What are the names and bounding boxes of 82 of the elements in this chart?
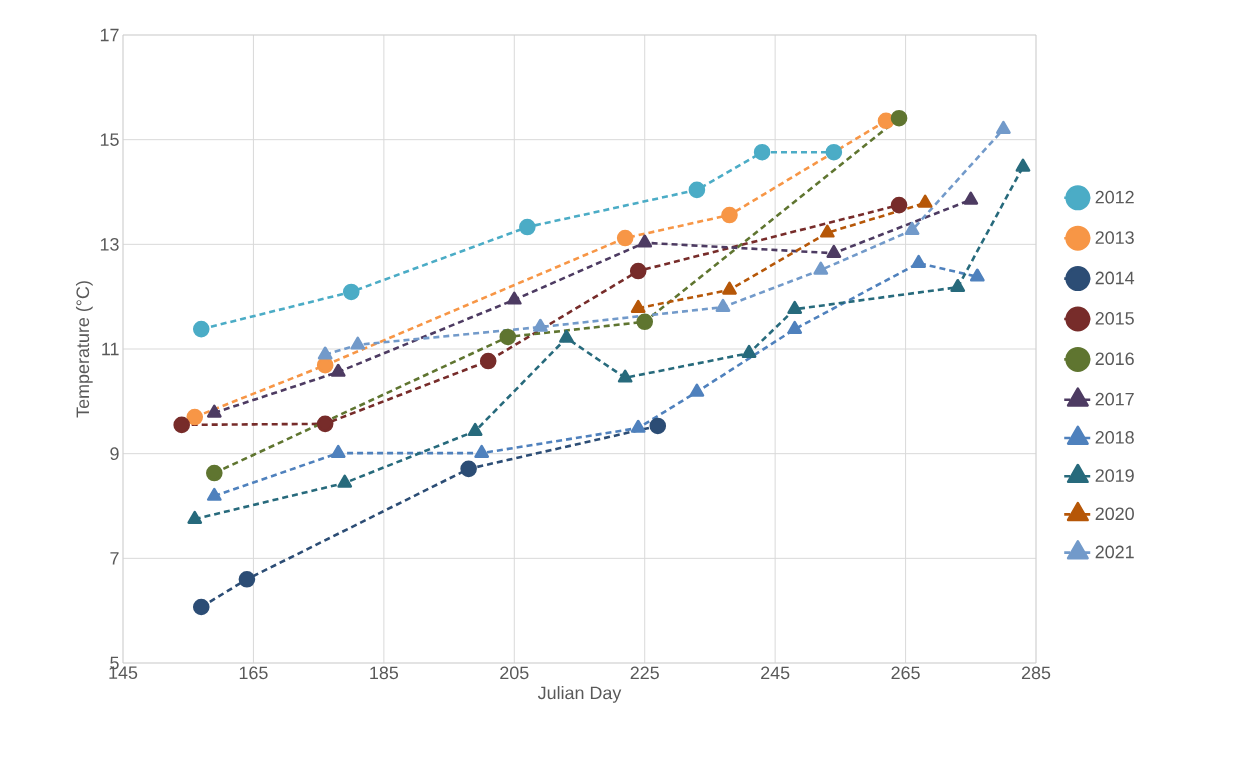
point <box>350 336 366 350</box>
point <box>890 196 908 214</box>
point <box>787 300 803 315</box>
point <box>474 444 490 458</box>
x-tick-label: 225 <box>630 666 659 680</box>
point <box>630 299 646 313</box>
legend-label: 2019 <box>1095 469 1134 482</box>
point <box>238 570 256 588</box>
point <box>533 318 548 332</box>
point <box>192 598 210 616</box>
point <box>330 363 346 377</box>
point <box>192 320 210 338</box>
legend-label: 2016 <box>1095 352 1134 366</box>
x-tick-label: 205 <box>500 666 529 680</box>
point <box>813 261 829 275</box>
x-tick-label: 185 <box>370 666 399 680</box>
x-tick-label: 285 <box>1021 666 1051 680</box>
legend-label: 2017 <box>1095 392 1134 406</box>
legend-label: 2015 <box>1095 312 1134 325</box>
point <box>689 383 705 397</box>
point <box>649 417 667 435</box>
x-axis-title: Julian Day <box>537 686 622 703</box>
point <box>996 120 1011 134</box>
point <box>904 221 920 235</box>
point <box>636 313 654 331</box>
y-tick-label: 7 <box>110 552 119 565</box>
point <box>826 244 842 259</box>
point <box>741 344 757 358</box>
y-tick-label: 9 <box>110 447 119 461</box>
x-tick-label: 245 <box>761 666 790 680</box>
x-tick-label: 265 <box>891 666 920 680</box>
point <box>559 329 574 343</box>
x-tick-label: 165 <box>239 666 268 680</box>
point <box>969 268 985 282</box>
point <box>519 218 536 236</box>
legend-label: 2013 <box>1095 231 1134 244</box>
legend-label: 2018 <box>1095 431 1134 444</box>
point <box>316 415 334 433</box>
y-tick-label: 13 <box>100 237 119 251</box>
point <box>819 224 835 238</box>
point <box>917 194 933 208</box>
point <box>787 320 803 334</box>
point <box>721 206 738 224</box>
point <box>186 408 204 426</box>
point <box>460 460 477 478</box>
point <box>911 254 926 268</box>
point <box>506 291 522 305</box>
point <box>173 416 190 434</box>
point <box>342 283 360 301</box>
point <box>330 444 346 458</box>
point <box>637 234 653 248</box>
point <box>825 143 843 161</box>
point <box>890 109 908 127</box>
point <box>877 112 895 130</box>
point <box>753 143 771 161</box>
point <box>722 281 737 295</box>
point <box>206 404 222 418</box>
point <box>950 278 966 293</box>
y-tick-label: 15 <box>100 133 119 146</box>
point <box>617 369 633 383</box>
legend-label: 2021 <box>1095 545 1134 559</box>
point <box>467 422 483 436</box>
legend-label: 2014 <box>1095 271 1135 285</box>
point <box>337 474 353 488</box>
point <box>963 191 979 205</box>
y-tick-label: 11 <box>102 342 119 356</box>
legend-label: 2020 <box>1095 507 1134 521</box>
point <box>630 419 646 433</box>
point <box>499 328 517 346</box>
point <box>206 464 223 482</box>
point <box>479 352 497 370</box>
point <box>616 229 634 247</box>
point <box>715 298 731 312</box>
point <box>317 346 333 360</box>
point <box>688 181 706 199</box>
y-axis-title: Temperature (°C) <box>75 281 93 418</box>
y-tick-label: 17 <box>100 28 119 42</box>
point <box>1015 158 1031 172</box>
point <box>206 487 222 501</box>
point <box>629 262 647 280</box>
point <box>187 510 203 524</box>
legend-label: 2012 <box>1095 190 1134 204</box>
